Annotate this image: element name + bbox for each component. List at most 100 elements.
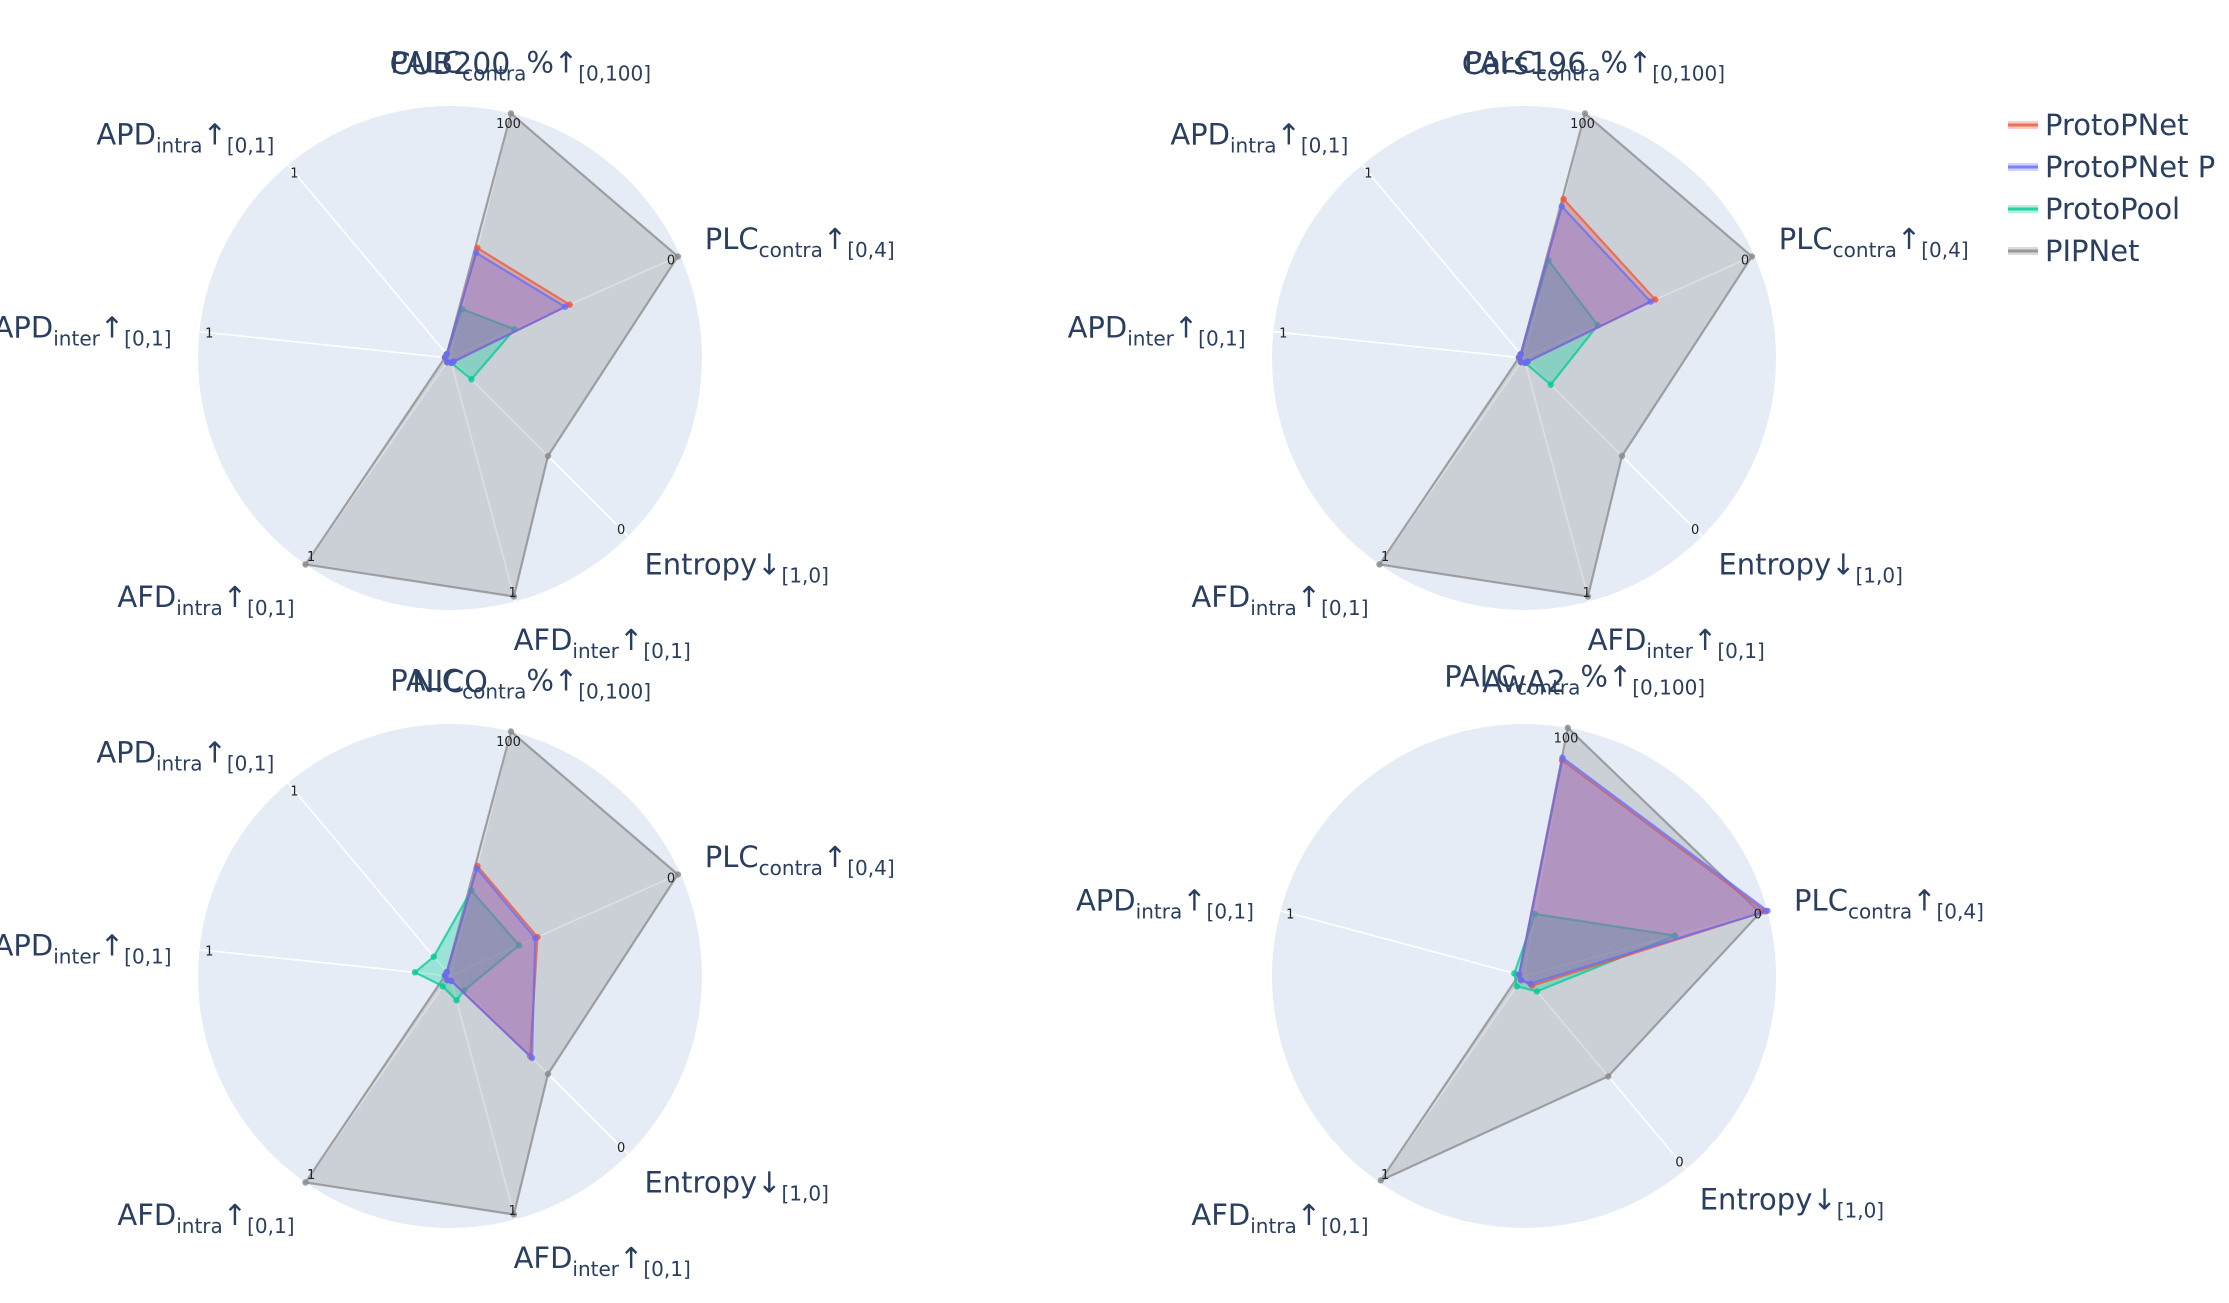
axis-label-suffix: ↑ [100,310,124,344]
axis-label-sub: contra [462,680,526,704]
axis-label-range: [0,4] [847,856,894,880]
series-point [1511,970,1518,977]
tick-label: 1 [307,550,315,565]
series-point [510,1211,518,1218]
axis-label-sub: contra [1833,238,1897,262]
axis-label-main: AFD [514,1241,573,1275]
axis-label: PLCcontra↑[0,4] [1794,883,1984,923]
axis-label-main: AFD [1191,1198,1250,1232]
axis-label-main: PLC [1794,883,1848,917]
axis-label: APDinter↑[0,1] [1068,310,1246,350]
axis-label-suffix: ↑ [223,580,247,614]
tick-label: 100 [1570,117,1595,132]
axis-label: PALCcontra%↑[0,100] [1444,659,1705,699]
axis-label-main: PLC [705,222,759,256]
tick-label: 1 [1381,1168,1389,1183]
axis-label-range: [0,100] [1632,675,1705,699]
series-area-protopool [412,888,521,1002]
axis-label-range: [0,1] [227,751,274,775]
radial-gridline [1273,330,1525,359]
series-point [1647,298,1654,305]
axis-label-sub: contra [759,238,823,262]
tick-label: 0 [617,1141,625,1156]
axis-label-main: APD [1170,117,1230,151]
axis-label-suffix: ↑ [203,735,227,769]
series-area-protopnet-p [1517,755,1770,985]
series-point [674,871,682,878]
tick-label: 1 [290,167,298,182]
axis-label-suffix: ↑ [1174,310,1198,344]
axis-label-sub: intra [1230,133,1277,157]
axis-label-main: PALC [1444,659,1516,693]
axis-label: APDintra↑[0,1] [96,117,274,157]
tick-label: 100 [496,735,521,750]
tick-label: 1 [1381,550,1389,565]
series-point [302,561,309,568]
legend-swatch-fill [2008,121,2038,129]
axis-label-range: [0,1] [643,1257,690,1281]
series-point [453,997,460,1004]
radial-gridline [449,357,516,602]
series-point [1531,910,1539,918]
radial-gridline [1280,910,1525,977]
tick-label: 1 [508,1204,516,1219]
axis-label-range: [0,4] [1937,899,1984,923]
axis-label-sub: inter [1646,639,1693,663]
axis-label-range: [0,100] [578,680,651,704]
axis-label-suffix: ↑ [100,928,124,962]
tick-label: 1 [1286,907,1294,922]
radial-gridline [1361,164,1525,359]
radial-gridline [449,872,681,977]
series-point [561,303,569,310]
series-point [1584,593,1592,600]
series-point [439,983,446,990]
axis-label-sub: inter [572,639,619,663]
axis-label-suffix: ↓ [757,547,781,581]
axis-label-main: APD [1076,883,1136,917]
axis-label-sub: intra [1250,1214,1297,1238]
axis-label-range: [0,1] [227,133,274,157]
axis-label: PLCcontra↑[0,4] [705,222,895,262]
axis-label-range: [0,4] [1921,238,1968,262]
axis-label-suffix: ↑ [203,117,227,151]
chart-title: Cars196 [1462,47,1587,82]
series-point [1605,1073,1612,1080]
radial-gridline [287,782,451,977]
axis-label: Entropy↓[1,0] [644,1165,828,1205]
radial-gridline [1523,357,1703,537]
tick-label: 1 [307,1168,315,1183]
radial-gridline [449,975,629,1155]
axis-label-range: [1,0] [781,1181,828,1205]
axis-label-sub: contra [1516,675,1580,699]
axis-label-sub: inter [53,944,100,968]
axis-label-main: APD [0,310,53,344]
axis-label-suffix: ↑ [823,222,847,256]
axis-label-range: [0,1] [1321,596,1368,620]
legend: ProtoPNet ProtoPNet P ProtoPool PIPNet [2008,108,2215,268]
tick-label: 1 [205,945,213,960]
axis-label-range: [1,0] [781,563,828,587]
axis-label-suffix: %↑ [526,664,578,698]
axis-label-main: APD [96,735,156,769]
axis-label-main: PLC [1779,222,1833,256]
series-point [1560,195,1567,203]
series-point [1558,203,1565,210]
axis-label-sub: intra [176,596,223,620]
axis-label-range: [1,0] [1837,1199,1884,1223]
series-point [1517,976,1525,984]
legend-entry: ProtoPool [2045,192,2180,226]
axis-label: PLCcontra↑[0,4] [705,840,895,880]
radial-gridline [449,975,516,1220]
legend-entry: ProtoPNet [2045,108,2189,142]
axis-label-sub: inter [572,1257,619,1281]
axis-label: APDinter↑[0,1] [0,928,172,968]
axis-label-sub: intra [176,1214,223,1238]
tick-label: 1 [1364,167,1372,182]
axis-label-main: AFD [1588,623,1647,657]
axis-label: APDintra↑[0,1] [1170,117,1348,157]
chart-title: AwA2 [1482,665,1565,700]
series-point [1547,381,1554,388]
series-point [1618,452,1626,460]
tick-label: 0 [1741,254,1749,269]
axis-label-range: [0,1] [247,596,294,620]
